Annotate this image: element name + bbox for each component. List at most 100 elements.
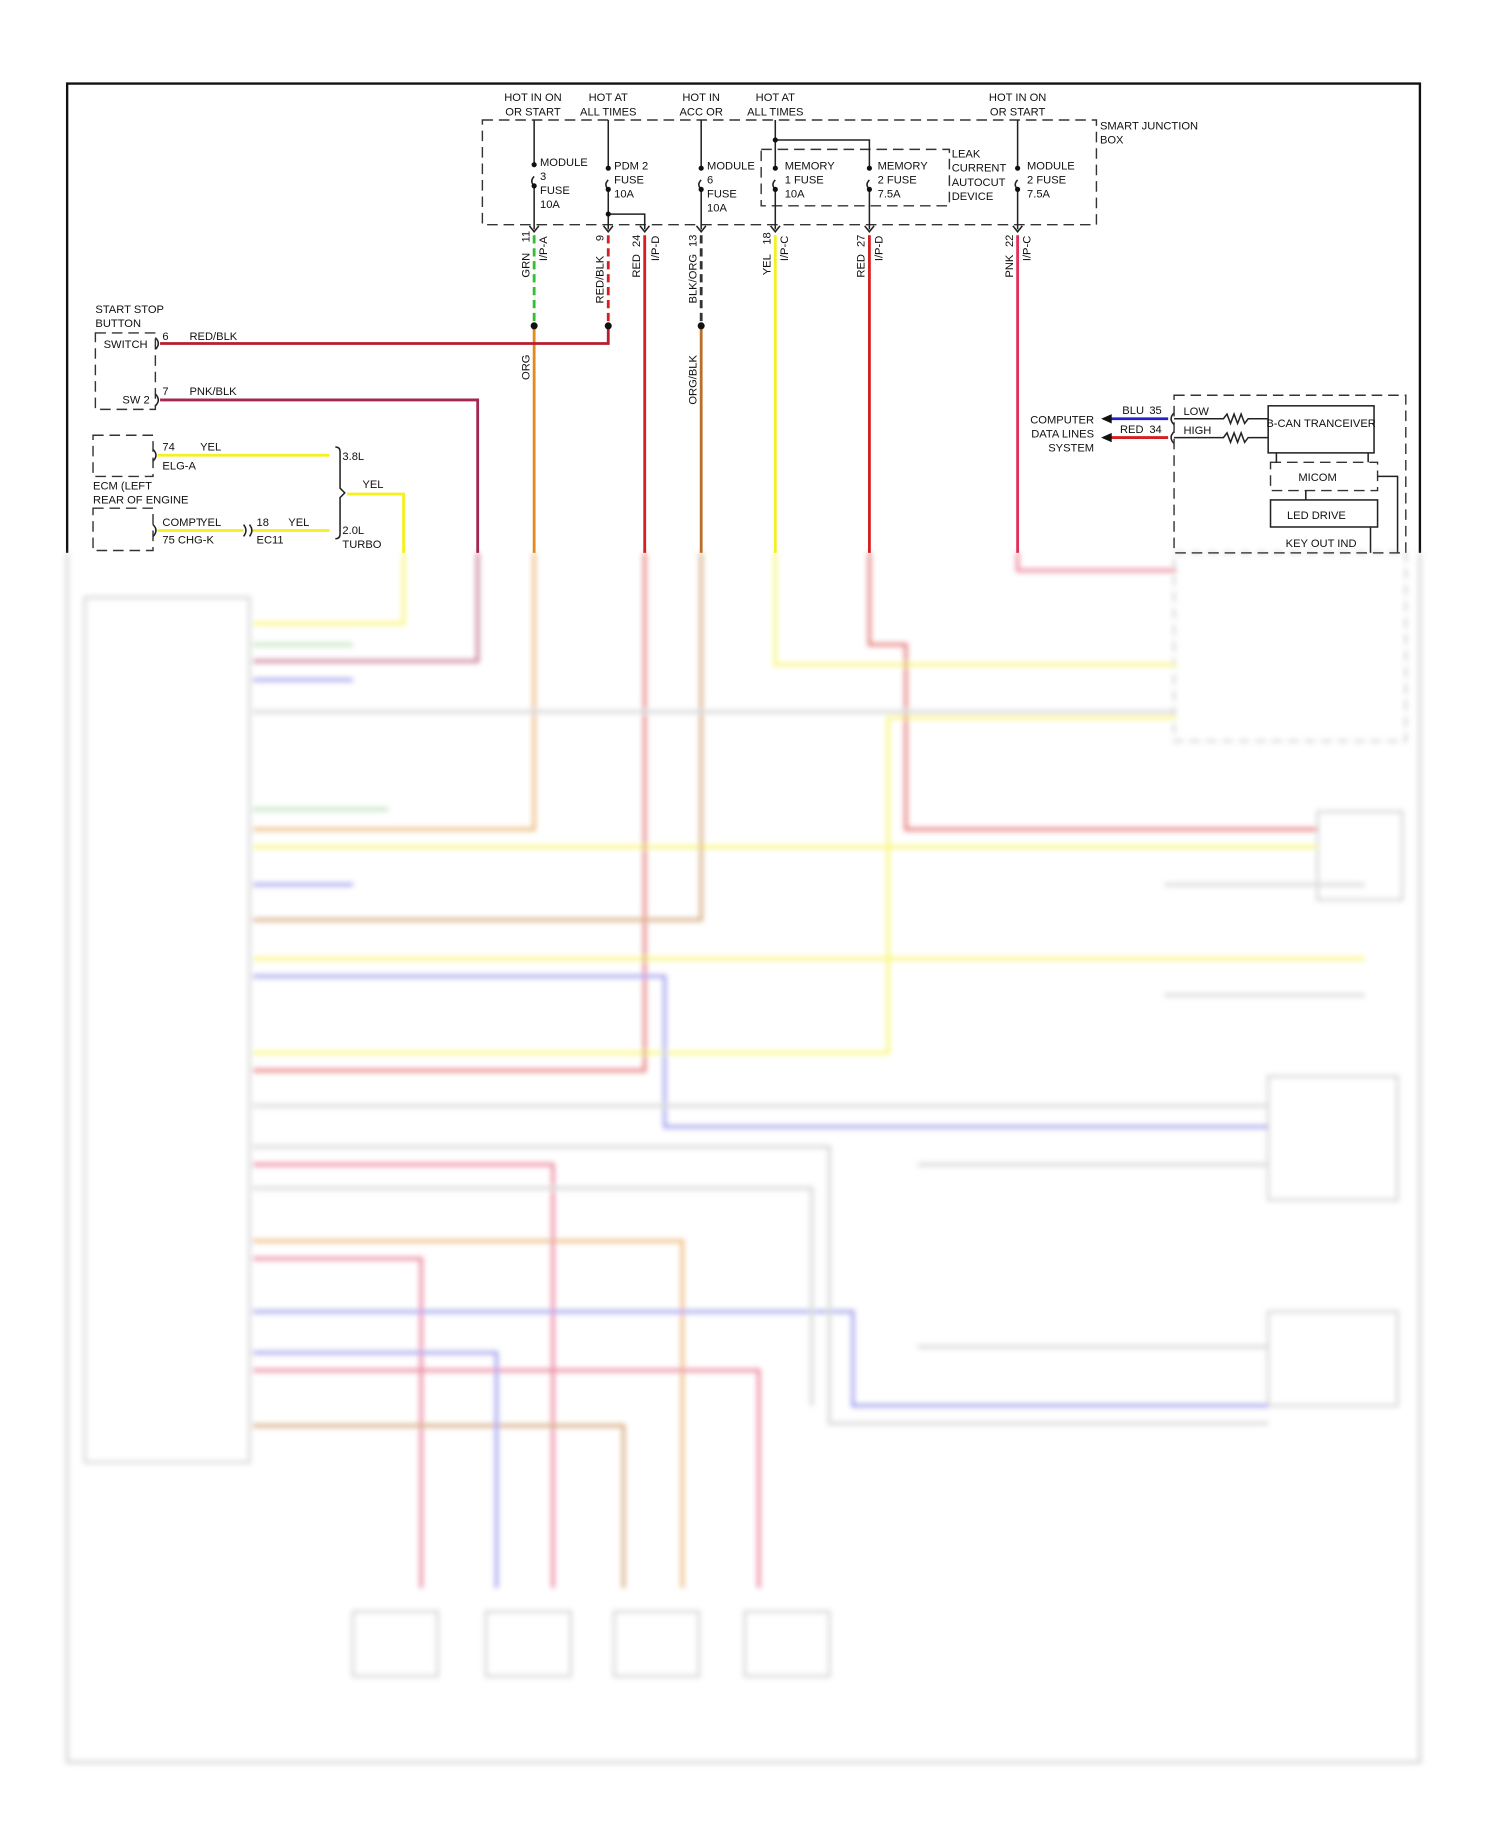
wire-color-label: PNK: [1004, 254, 1016, 277]
engine-label: 3.8L: [342, 451, 364, 463]
component-label: BUTTON: [95, 318, 141, 330]
fuse-label: FUSE: [707, 189, 737, 201]
leak-label: CURRENT: [952, 163, 1007, 175]
junction-box-label: BOX: [1100, 135, 1124, 147]
wire-color-label: GRN: [520, 253, 532, 278]
can-tranceiver: B-CAN TRANCEIVER: [1266, 418, 1376, 430]
wire-color-label: RED/BLK: [189, 331, 237, 343]
fuse-label: 2 FUSE: [1027, 175, 1066, 187]
fuse-label: FUSE: [614, 175, 644, 187]
power-label: HOT AT: [589, 92, 628, 104]
fuse-label: MEMORY: [785, 160, 836, 172]
connector-label: EC11: [257, 534, 284, 546]
fuse-label: 2 FUSE: [878, 175, 917, 187]
wire-color-label: YEL: [362, 479, 383, 491]
pin-labels: GRN 11 I/P-A RED/BLK 9 RED 24 I/P-D BLK/…: [520, 231, 1033, 405]
power-label: HOT IN ON: [504, 92, 561, 104]
pin-number: 18: [257, 517, 269, 529]
fuse-label: 7.5A: [878, 189, 902, 201]
wire-color-label: YEL: [200, 442, 221, 454]
pin-number: 27: [856, 235, 868, 247]
fuse-label: 7.5A: [1027, 189, 1051, 201]
pin-number: 34: [1149, 424, 1161, 436]
power-label: HOT IN: [682, 92, 720, 104]
data-lines: COMPUTER DATA LINES SYSTEM BLU 35 RED 34…: [1030, 405, 1269, 455]
power-label: ALL TIMES: [747, 106, 803, 118]
component-label: START STOP: [95, 304, 164, 316]
data-lines-label: DATA LINES: [1031, 429, 1094, 441]
wires-top: [157, 235, 1020, 553]
wire-color-label: ORG/BLK: [687, 354, 699, 404]
leak-label: AUTOCUT: [952, 177, 1006, 189]
led-drive: LED DRIVE: [1287, 510, 1346, 522]
fuse-labels: MODULE 3 FUSE 10A PDM 2 FUSE 10A MODULE …: [540, 157, 1075, 215]
engine-label: 2.0L: [342, 525, 364, 537]
pin-number: 35: [1149, 405, 1161, 417]
leak-label: DEVICE: [952, 191, 994, 203]
wire-color-label: YEL: [200, 517, 221, 529]
power-label: OR START: [990, 106, 1046, 118]
micom: MICOM: [1298, 472, 1336, 484]
wire-color-label: RED/BLK: [595, 255, 607, 303]
sw2-label: SW 2: [122, 394, 149, 406]
wire-color-label: YEL: [288, 517, 309, 529]
leak-current-autocut-device: [760, 148, 951, 207]
fuse-label: 10A: [785, 189, 805, 201]
fuse-label: FUSE: [540, 185, 570, 197]
fuse-label: 10A: [614, 189, 634, 201]
power-label: HOT AT: [756, 92, 795, 104]
fuse-label: MODULE: [1027, 160, 1075, 172]
connector-label: I/P-C: [1022, 236, 1034, 261]
fuse-circuits: [528, 119, 1023, 233]
fuse-label: MODULE: [540, 157, 588, 169]
wire-color-label: ORG: [520, 355, 532, 380]
wire-color-label: YEL: [762, 254, 774, 275]
power-label: ACC OR: [679, 106, 722, 118]
frame-top: [65, 82, 1422, 553]
fuse-label: MEMORY: [878, 160, 929, 172]
power-label: OR START: [505, 106, 561, 118]
start-stop-button: START STOP BUTTON SWITCH SW 2 6 RED/BLK …: [94, 304, 238, 411]
leak-label: LEAK: [952, 149, 981, 161]
connector-label: I/P-D: [873, 236, 885, 261]
connector-label: I/P-D: [650, 236, 662, 261]
wire-color-label: PNK/BLK: [189, 386, 237, 398]
data-lines-label: COMPUTER: [1030, 414, 1094, 426]
component-label: ECM (LEFT: [93, 480, 152, 492]
pin-number: 22: [1004, 235, 1016, 247]
fuse-label: 10A: [540, 199, 560, 211]
can-high-label: HIGH: [1183, 425, 1211, 437]
can-low-label: LOW: [1183, 406, 1209, 418]
connector-label: I/P-C: [779, 236, 791, 261]
connector-label: I/P-A: [538, 236, 550, 261]
key-module: B-CAN TRANCEIVER MICOM LED DRIVE KEY OUT…: [1173, 394, 1407, 554]
pin-number: 24: [631, 235, 643, 247]
blurred-lower-diagram: [83, 551, 1407, 1678]
pin-number: 9: [595, 235, 607, 241]
fuse-label: 10A: [707, 203, 727, 215]
wire-color-label: RED: [1120, 424, 1144, 436]
connector-label: COMPT: [162, 517, 202, 529]
power-label: HOT IN ON: [989, 92, 1046, 104]
pin-number: 74: [162, 442, 174, 454]
fuse-label: 1 FUSE: [785, 175, 824, 187]
wire-color-label: RED: [631, 254, 643, 278]
pin-number: 11: [520, 231, 532, 243]
ecm: 74 YEL ELG-A ECM (LEFT REAR OF ENGINE CO…: [92, 434, 383, 552]
power-label: ALL TIMES: [580, 106, 636, 118]
fuse-label: PDM 2: [614, 160, 648, 172]
fuse-label: 3: [540, 171, 546, 183]
pin-number: 7: [162, 386, 168, 398]
wire-color-label: BLK/ORG: [687, 254, 699, 304]
engine-label: TURBO: [342, 539, 381, 551]
power-labels: HOT IN ON OR START HOT AT ALL TIMES HOT …: [504, 92, 1046, 118]
pin-number: 13: [687, 235, 699, 247]
pin-number: 75 CHG-K: [162, 534, 214, 546]
wire-color-label: RED: [856, 254, 868, 278]
wire-color-label: BLU: [1122, 405, 1144, 417]
data-lines-label: SYSTEM: [1048, 443, 1094, 455]
key-out-ind: KEY OUT IND: [1286, 538, 1357, 550]
connector-label: ELG-A: [162, 460, 196, 472]
fuse-label: 6: [707, 175, 713, 187]
